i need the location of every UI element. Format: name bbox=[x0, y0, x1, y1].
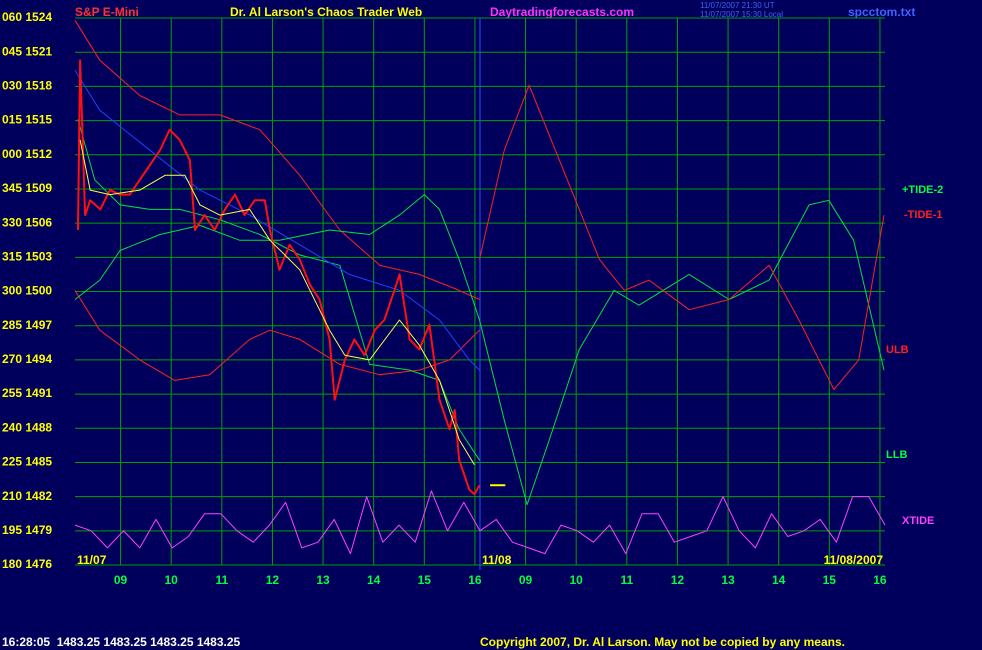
date-label: 11/08 bbox=[482, 553, 512, 567]
x-tick-label: 09 bbox=[519, 573, 533, 587]
chart-title: Dr. Al Larson's Chaos Trader Web bbox=[230, 5, 422, 19]
x-tick-label: 13 bbox=[721, 573, 735, 587]
y-tick-label: 240 1488 bbox=[2, 420, 52, 434]
x-tick-label: 14 bbox=[772, 573, 786, 587]
series-line bbox=[74, 20, 480, 300]
date-label: 11/08/2007 bbox=[824, 553, 884, 567]
site: Daytradingforecasts.com bbox=[490, 5, 634, 19]
copyright: Copyright 2007, Dr. Al Larson. May not b… bbox=[480, 635, 845, 649]
y-tick-label: 000 1512 bbox=[2, 147, 52, 161]
y-tick-label: 330 1506 bbox=[2, 215, 52, 229]
y-tick-label: 285 1497 bbox=[2, 318, 52, 332]
x-tick-label: 14 bbox=[367, 573, 381, 587]
x-tick-label: 11 bbox=[215, 573, 228, 587]
series-line bbox=[74, 290, 480, 381]
series-label: -TIDE-1 bbox=[904, 209, 943, 221]
y-tick-label: 225 1485 bbox=[2, 455, 52, 469]
y-tick-label: 030 1518 bbox=[2, 79, 52, 93]
x-tick-label: 12 bbox=[266, 573, 280, 587]
series-line bbox=[74, 194, 885, 506]
y-tick-label: 195 1479 bbox=[2, 523, 52, 537]
status: 16:28:05 1483.25 1483.25 1483.25 1483.25 bbox=[2, 635, 241, 649]
y-tick-label: 045 1521 bbox=[2, 44, 52, 58]
y-tick-label: 180 1476 bbox=[2, 557, 52, 571]
x-tick-label: 13 bbox=[316, 573, 330, 587]
x-tick-label: 11 bbox=[620, 573, 633, 587]
y-tick-label: 300 1500 bbox=[2, 284, 52, 298]
file-name: spcctom.txt bbox=[848, 5, 915, 19]
y-tick-label: 060 1524 bbox=[2, 10, 52, 24]
date-label: 11/07 bbox=[77, 553, 107, 567]
y-tick-label: 255 1491 bbox=[2, 386, 52, 400]
instrument: S&P E-Mini bbox=[75, 5, 139, 19]
series-line bbox=[77, 119, 480, 461]
y-tick-label: 345 1509 bbox=[2, 181, 52, 195]
x-tick-label: 09 bbox=[114, 573, 128, 587]
series-label: XTIDE bbox=[902, 515, 934, 527]
series-line bbox=[79, 139, 475, 465]
x-tick-label: 16 bbox=[468, 573, 482, 587]
series-line bbox=[77, 59, 481, 496]
series-label: ULB bbox=[886, 344, 909, 356]
timestamp: 11/07/2007 15:30 Local bbox=[700, 10, 783, 19]
x-tick-label: 10 bbox=[165, 573, 179, 587]
series-line bbox=[74, 490, 886, 555]
y-tick-label: 210 1482 bbox=[2, 489, 52, 503]
series-line bbox=[479, 84, 885, 390]
x-tick-label: 15 bbox=[823, 573, 837, 587]
y-tick-label: 270 1494 bbox=[2, 352, 52, 366]
series-line bbox=[74, 70, 480, 371]
series-label: +TIDE-2 bbox=[902, 184, 943, 196]
x-tick-label: 15 bbox=[418, 573, 432, 587]
y-tick-label: 015 1515 bbox=[2, 113, 52, 127]
timestamp: 11/07/2007 21:30 UT bbox=[700, 1, 775, 10]
y-tick-label: 315 1503 bbox=[2, 249, 52, 263]
x-tick-label: 16 bbox=[873, 573, 887, 587]
x-tick-label: 10 bbox=[570, 573, 584, 587]
x-tick-label: 12 bbox=[671, 573, 685, 587]
series-label: LLB bbox=[886, 449, 907, 461]
